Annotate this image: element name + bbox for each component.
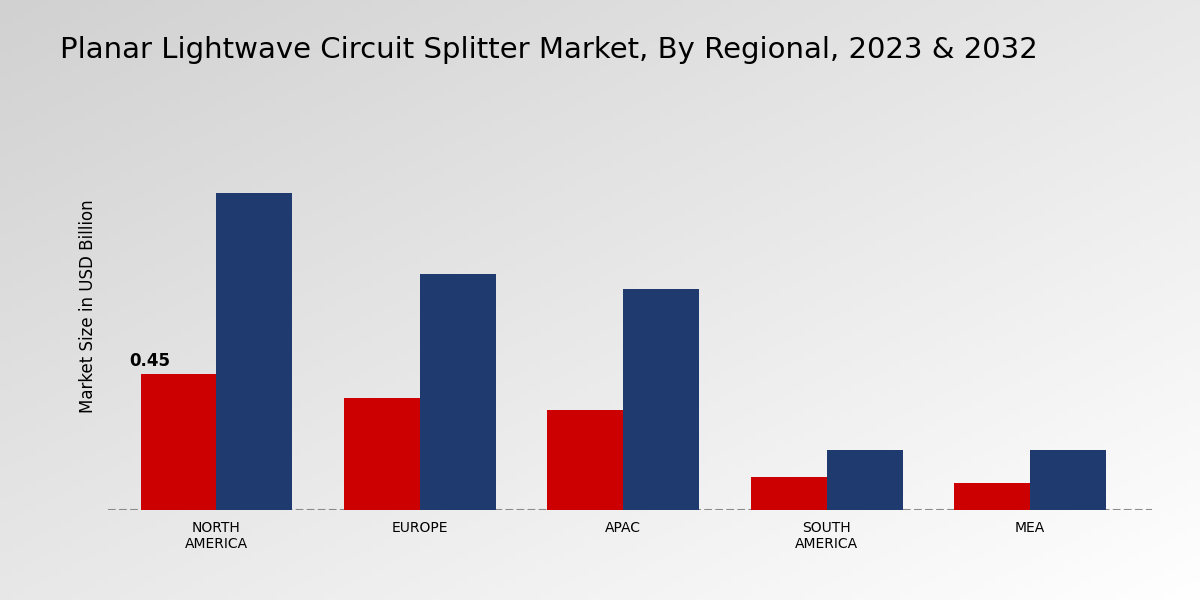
- Bar: [1030, 449, 1106, 510]
- Bar: [216, 193, 293, 510]
- Bar: [827, 449, 902, 510]
- Text: 0.45: 0.45: [130, 352, 170, 370]
- Bar: [420, 274, 496, 510]
- Bar: [344, 398, 420, 510]
- Bar: [140, 374, 216, 510]
- Legend: 2023, 2032: 2023, 2032: [947, 0, 1142, 1]
- Bar: [751, 477, 827, 510]
- Bar: [954, 483, 1030, 510]
- Text: Planar Lightwave Circuit Splitter Market, By Regional, 2023 & 2032: Planar Lightwave Circuit Splitter Market…: [60, 36, 1038, 64]
- Bar: [547, 410, 623, 510]
- Bar: [623, 289, 700, 510]
- Y-axis label: Market Size in USD Billion: Market Size in USD Billion: [79, 199, 97, 413]
